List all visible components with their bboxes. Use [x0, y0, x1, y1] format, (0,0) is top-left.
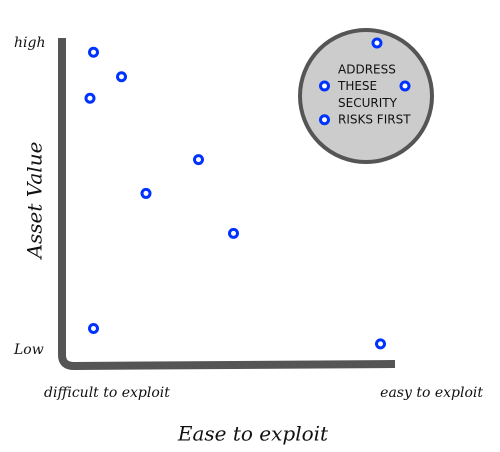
point	[84, 92, 96, 104]
point	[319, 114, 330, 126]
point	[319, 80, 330, 92]
point	[193, 154, 204, 166]
axes	[58, 38, 396, 371]
x-tick-label: difficult to exploit	[44, 385, 170, 401]
annotation-text: THESE	[337, 79, 377, 93]
point	[399, 80, 411, 92]
y-tick-label: Low	[13, 342, 44, 358]
priority-zone	[298, 28, 434, 164]
x-tick-label: easy to exploit	[380, 385, 483, 401]
y-axis-title: Asset Value	[23, 142, 47, 261]
annotation-text: RISKS FIRST	[338, 113, 411, 127]
x-axis-title: Ease to exploit	[177, 422, 329, 446]
point	[88, 323, 99, 335]
point	[228, 227, 239, 239]
y-tick-label: high	[14, 35, 45, 51]
point	[371, 37, 383, 49]
annotation-text: SECURITY	[338, 96, 398, 110]
point	[88, 46, 99, 58]
point	[375, 338, 386, 350]
point	[116, 71, 127, 83]
point	[140, 187, 152, 199]
annotation-text: ADDRESS	[338, 63, 396, 77]
